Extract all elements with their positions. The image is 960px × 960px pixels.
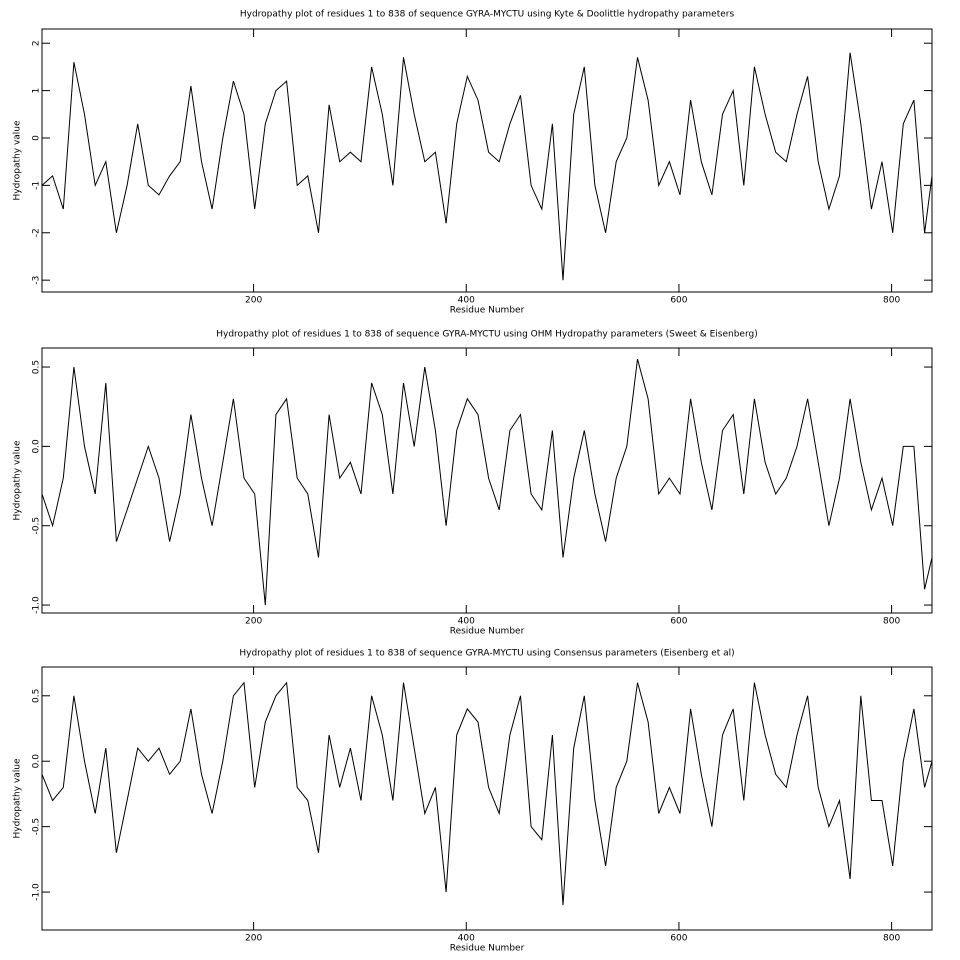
x-tick-label: 400 bbox=[458, 934, 475, 944]
plot-frame bbox=[41, 28, 933, 293]
y-tick-label: 0.0 bbox=[32, 439, 42, 454]
x-tick-label: 800 bbox=[883, 296, 900, 306]
x-tick-label: 600 bbox=[670, 296, 687, 306]
y-tick-label: -1.0 bbox=[32, 883, 42, 901]
y-tick-label: 1 bbox=[32, 88, 42, 94]
chart-title: Hydropathy plot of residues 1 to 838 of … bbox=[239, 649, 734, 659]
y-tick-label: 0.0 bbox=[32, 754, 42, 769]
x-tick-label: 600 bbox=[670, 617, 687, 627]
chart-title: Hydropathy plot of residues 1 to 838 of … bbox=[216, 330, 758, 340]
y-tick-label: -0.5 bbox=[32, 818, 42, 836]
x-tick-label: 200 bbox=[245, 296, 262, 306]
y-axis-label: Hydropathy value bbox=[13, 440, 23, 521]
x-axis-label: Residue Number bbox=[450, 944, 525, 954]
x-axis-label: Residue Number bbox=[450, 306, 525, 316]
hydropathy-line bbox=[41, 358, 933, 606]
x-tick-label: 200 bbox=[245, 617, 262, 627]
chart-title: Hydropathy plot of residues 1 to 838 of … bbox=[240, 10, 735, 20]
y-tick-label: 0 bbox=[32, 135, 42, 141]
hydropathy-line bbox=[41, 681, 933, 906]
x-tick-label: 800 bbox=[883, 934, 900, 944]
x-tick-label: 800 bbox=[883, 617, 900, 627]
y-axis-label: Hydropathy value bbox=[13, 758, 23, 839]
y-tick-label: -2 bbox=[32, 228, 42, 237]
y-axis-label: Hydropathy value bbox=[13, 120, 23, 201]
x-tick-label: 200 bbox=[245, 934, 262, 944]
y-tick-label: -0.5 bbox=[32, 517, 42, 535]
plot-frame bbox=[41, 347, 933, 614]
y-tick-label: 0.5 bbox=[32, 360, 42, 374]
hydropathy-line bbox=[41, 52, 933, 281]
x-tick-label: 400 bbox=[458, 617, 475, 627]
plot-frame bbox=[41, 666, 933, 931]
y-tick-label: -1 bbox=[32, 181, 42, 190]
y-tick-label: -1.0 bbox=[32, 596, 42, 614]
x-axis-label: Residue Number bbox=[450, 627, 525, 637]
x-tick-label: 600 bbox=[670, 934, 687, 944]
y-tick-label: -3 bbox=[32, 276, 42, 285]
x-tick-label: 400 bbox=[458, 296, 475, 306]
y-tick-label: 2 bbox=[32, 40, 42, 46]
y-tick-label: 0.5 bbox=[32, 689, 42, 703]
